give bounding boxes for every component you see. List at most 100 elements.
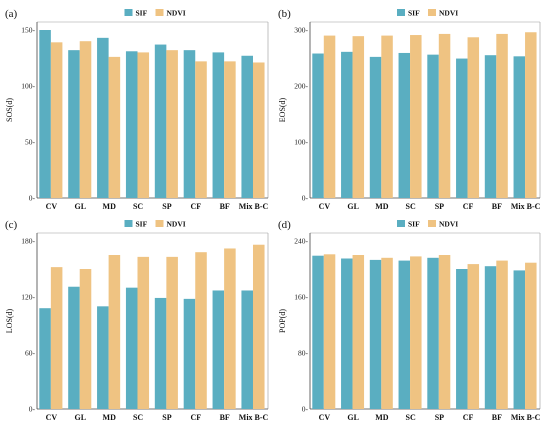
- legend-label-ndvi: NDVI: [439, 220, 458, 229]
- bar-sif-sc: [398, 52, 411, 199]
- y-tick-label: 50-: [25, 138, 36, 147]
- legend-label-ndvi: NDVI: [439, 9, 458, 18]
- bar-sif-sc: [125, 51, 138, 198]
- bar-sif-sc: [125, 287, 138, 409]
- bar-ndvi-gl: [352, 36, 365, 198]
- y-axis-title: SOS(d): [5, 98, 14, 122]
- x-category-label: BF: [220, 413, 230, 422]
- x-category-label: SP: [162, 413, 171, 422]
- x-category-label: CV: [46, 413, 58, 422]
- x-category-label: Mix B-C: [511, 202, 541, 211]
- bar-sif-mix-b-c: [241, 290, 253, 409]
- bar-sif-cf: [183, 50, 196, 198]
- bar-ndvi-sc: [137, 52, 150, 199]
- chart-panel-3: 0- 60- 120- 180- LOS(d) (c) CV GL MD SC SP CF BF Mix …: [5, 219, 269, 422]
- y-tick-label: 80-: [298, 349, 309, 358]
- x-category-label: Mix B-C: [511, 413, 541, 422]
- x-category-label: BF: [492, 413, 502, 422]
- x-category-label: CF: [463, 413, 474, 422]
- x-category-label: MD: [375, 202, 389, 211]
- x-category-label: CV: [319, 202, 331, 211]
- bar-sif-md: [369, 56, 382, 198]
- bar-ndvi-cf: [467, 264, 480, 409]
- bar-ndvi-cv: [50, 42, 63, 198]
- y-tick-label: 150-: [21, 26, 35, 35]
- legend-label-sif: SIF: [136, 220, 148, 229]
- bar-ndvi-cv: [50, 267, 63, 409]
- legend-swatch-sif: [397, 220, 405, 227]
- bar-sif-cv: [39, 308, 51, 409]
- bar-ndvi-sc: [410, 35, 422, 198]
- bar-ndvi-cf: [195, 61, 207, 198]
- x-category-label: BF: [220, 202, 230, 211]
- bar-ndvi-mix-b-c: [525, 262, 537, 409]
- bar-sif-gl: [341, 258, 353, 409]
- bar-sif-sp: [154, 44, 167, 199]
- legend-swatch-ndvi: [428, 9, 436, 16]
- bar-sif-cv: [312, 255, 324, 409]
- bar-sif-bf: [484, 266, 497, 409]
- bar-sif-mix-b-c: [513, 56, 526, 198]
- legend-label-sif: SIF: [408, 220, 420, 229]
- bar-ndvi-sc: [410, 256, 422, 409]
- y-axis-title: POP(d): [278, 309, 287, 333]
- x-category-label: CF: [463, 202, 474, 211]
- bar-ndvi-md: [108, 255, 121, 409]
- bar-ndvi-bf: [496, 33, 508, 198]
- bar-sif-sp: [427, 54, 439, 198]
- bar-ndvi-gl: [79, 269, 92, 409]
- y-axis-title: EOS(d): [278, 97, 287, 122]
- x-category-label: CV: [319, 413, 331, 422]
- bar-sif-sp: [427, 257, 439, 409]
- bar-sif-gl: [68, 50, 80, 198]
- x-category-label: SC: [133, 202, 143, 211]
- x-category-label: BF: [492, 202, 502, 211]
- y-tick-label: 200-: [294, 82, 308, 91]
- bar-sif-cf: [183, 298, 196, 409]
- legend-label-sif: SIF: [136, 9, 148, 18]
- panel-label: (b): [278, 8, 291, 20]
- legend-swatch-ndvi: [428, 220, 436, 227]
- bar-ndvi-bf: [224, 248, 236, 409]
- bar-ndvi-bf: [224, 61, 236, 198]
- x-category-label: SC: [406, 413, 416, 422]
- y-tick-label: 100-: [294, 138, 308, 147]
- panel-label: (c): [5, 219, 18, 231]
- x-category-label: GL: [347, 413, 359, 422]
- chart-panel-4: 0- 80- 160- 240- POP(d) (d) CV GL MD SC SP CF BF Mix …: [278, 219, 541, 422]
- legend-swatch-sif: [124, 220, 133, 227]
- bar-sif-bf: [212, 290, 225, 409]
- bar-ndvi-md: [381, 35, 393, 198]
- x-category-label: Mix B-C: [239, 202, 269, 211]
- y-tick-label: 60-: [25, 349, 36, 358]
- bar-ndvi-mix-b-c: [252, 244, 265, 409]
- panel-label: (d): [278, 219, 291, 231]
- bar-sif-cf: [456, 58, 468, 199]
- y-tick-label: 0-: [302, 405, 309, 414]
- bar-sif-sc: [398, 260, 411, 409]
- x-category-label: MD: [103, 413, 117, 422]
- legend-swatch-ndvi: [155, 9, 164, 16]
- bar-ndvi-mix-b-c: [252, 62, 265, 199]
- bar-ndvi-gl: [79, 41, 92, 199]
- bar-sif-cf: [456, 269, 468, 409]
- bar-ndvi-mix-b-c: [525, 32, 537, 198]
- bar-ndvi-bf: [496, 260, 508, 409]
- bar-sif-md: [97, 306, 109, 409]
- bar-sif-sp: [154, 297, 167, 409]
- bar-ndvi-cv: [323, 35, 336, 198]
- bar-sif-cv: [312, 53, 324, 198]
- legend-label-ndvi: NDVI: [167, 220, 186, 229]
- bar-ndvi-sp: [438, 255, 451, 409]
- x-category-label: CF: [190, 413, 201, 422]
- x-category-label: SP: [162, 202, 171, 211]
- x-category-label: SC: [406, 202, 416, 211]
- chart-panel-1: 0- 50- 100- 150- SOS(d) (a) CV GL MD SC SP CF BF Mix …: [5, 8, 269, 211]
- chart-panel-2: 0- 100- 200- 300- EOS(d) (b) CV GL MD SC SP CF BF Mix…: [278, 8, 541, 211]
- bar-ndvi-cv: [323, 254, 336, 409]
- bar-sif-bf: [212, 52, 225, 199]
- y-tick-label: 0-: [302, 194, 309, 203]
- bar-sif-cv: [39, 30, 51, 198]
- bar-ndvi-sp: [166, 50, 178, 198]
- y-tick-label: 100-: [21, 82, 35, 91]
